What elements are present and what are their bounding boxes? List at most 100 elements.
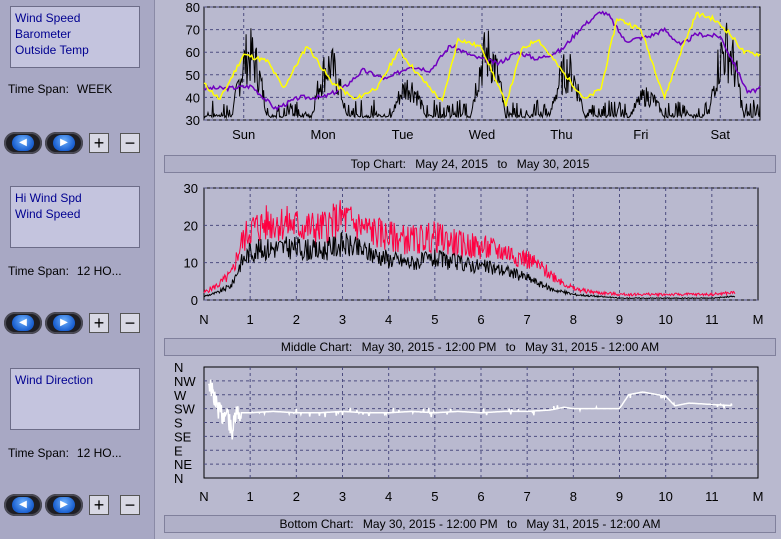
caption-from: May 30, 2015 - 12:00 PM: [362, 517, 498, 531]
x-tick-label: Sat: [711, 127, 731, 142]
zoom-in-button[interactable]: +: [89, 495, 109, 515]
y-tick-label: 0: [191, 293, 198, 308]
y-tick-label: SE: [174, 429, 192, 444]
caption-name: Top Chart:: [350, 157, 406, 171]
x-tick-label: 2: [293, 489, 300, 504]
zoom-out-button[interactable]: −: [120, 495, 140, 515]
middle-chart-caption: Middle Chart: May 30, 2015 - 12:00 PM to…: [164, 338, 776, 356]
timespan-value: 12 HO...: [76, 446, 122, 460]
x-tick-label: Mon: [310, 127, 335, 142]
x-tick-label: 3: [339, 312, 346, 327]
x-tick-label: 6: [477, 489, 484, 504]
next-button[interactable]: ▶: [45, 312, 83, 334]
sidebar: [0, 0, 155, 539]
caption-sep: to: [497, 157, 508, 171]
x-tick-label: N: [199, 312, 208, 327]
left-arrow-icon: ◀: [19, 317, 27, 328]
y-tick-label: 20: [184, 218, 198, 233]
left-arrow-icon: ◀: [19, 499, 27, 510]
caption-name: Middle Chart:: [280, 340, 353, 354]
series-list-top[interactable]: Wind Speed Barometer Outside Temp: [10, 6, 140, 68]
wind-speed-line: [203, 231, 736, 300]
timespan-top[interactable]: Time Span: WEEK: [8, 82, 150, 96]
x-tick-label: 5: [431, 489, 438, 504]
x-tick-label: 5: [431, 312, 438, 327]
right-arrow-icon: ▶: [60, 499, 68, 510]
caption-sep: to: [507, 517, 518, 531]
y-tick-label: S: [174, 416, 183, 431]
panel-middle: Hi Wind Spd Wind Speed Time Span: 12 HO..…: [0, 180, 154, 360]
x-tick-label: 7: [524, 489, 531, 504]
x-tick-label: 3: [339, 489, 346, 504]
zoom-out-button[interactable]: −: [120, 133, 140, 153]
caption-from: May 24, 2015: [415, 157, 488, 171]
timespan-value: 12 HO...: [76, 264, 122, 278]
y-tick-label: 30: [186, 113, 200, 128]
x-tick-label: N: [199, 489, 208, 504]
x-tick-label: Sun: [232, 127, 255, 142]
y-tick-label: 10: [184, 256, 198, 271]
prev-button[interactable]: ◀: [4, 494, 42, 516]
zoom-in-button[interactable]: +: [89, 313, 109, 333]
middle-chart-svg: 0 10 20 30 N 1 2 3 4 5 6 7 8 9 10 11 M: [184, 181, 764, 327]
x-tick-label: Thu: [550, 127, 572, 142]
x-tick-label: 1: [247, 312, 254, 327]
zoom-out-button[interactable]: −: [120, 313, 140, 333]
series-label: Wind Speed: [15, 11, 81, 25]
x-tick-label: 6: [477, 312, 484, 327]
panel-top: Wind Speed Barometer Outside Temp Time S…: [0, 0, 154, 180]
series-list-middle[interactable]: Hi Wind Spd Wind Speed: [10, 186, 140, 248]
wind-speed-line: [203, 22, 761, 120]
next-button[interactable]: ▶: [45, 132, 83, 154]
series-label: Wind Speed: [15, 207, 81, 221]
bottom-chart[interactable]: N NW W SW S SE E NE N N 1 2 3 4 5 6 7 8 9 10 11 M: [158, 360, 781, 512]
middle-chart[interactable]: 0 10 20 30 N 1 2 3 4 5 6 7 8 9 10 11 M: [158, 180, 781, 332]
series-label: Outside Temp: [15, 43, 89, 57]
right-arrow-icon: ▶: [60, 317, 68, 328]
y-tick-label: 60: [186, 45, 200, 60]
x-tick-label: 11: [705, 489, 719, 504]
y-tick-label: 80: [186, 0, 200, 15]
series-label: Hi Wind Spd: [15, 191, 82, 205]
top-chart-svg: 30 40 50 60 70 80 Sun Mon Tue Wed Thu Fri Sat: [186, 0, 761, 142]
caption-to: May 31, 2015 - 12:00 AM: [526, 517, 661, 531]
x-tick-label: M: [753, 312, 764, 327]
left-arrow-icon: ◀: [19, 137, 27, 148]
x-tick-label: 9: [616, 489, 623, 504]
prev-button[interactable]: ◀: [4, 132, 42, 154]
y-tick-label: 70: [186, 23, 200, 38]
caption-from: May 30, 2015 - 12:00 PM: [361, 340, 497, 354]
y-tick-label: 30: [184, 181, 198, 196]
x-tick-label: M: [753, 489, 764, 504]
x-tick-label: 7: [524, 312, 531, 327]
caption-to: May 31, 2015 - 12:00 AM: [525, 340, 660, 354]
x-tick-label: 4: [385, 489, 392, 504]
prev-button[interactable]: ◀: [4, 312, 42, 334]
y-tick-label: 50: [186, 68, 200, 83]
x-tick-label: 8: [570, 312, 577, 327]
y-tick-label: N: [174, 471, 183, 486]
series-list-bottom[interactable]: Wind Direction: [10, 368, 140, 430]
x-tick-label: 10: [658, 312, 672, 327]
x-tick-label: 1: [247, 489, 254, 504]
top-chart[interactable]: 30 40 50 60 70 80 Sun Mon Tue Wed Thu Fri Sat: [158, 0, 781, 150]
y-tick-label: 40: [186, 90, 200, 105]
x-tick-label: Fri: [633, 127, 648, 142]
wind-direction-line: [207, 379, 733, 440]
y-tick-label: W: [174, 388, 187, 403]
timespan-bottom[interactable]: Time Span: 12 HO...: [8, 446, 150, 460]
x-tick-label: 10: [658, 489, 672, 504]
barometer-line: [203, 11, 761, 107]
zoom-in-button[interactable]: +: [89, 133, 109, 153]
timespan-middle[interactable]: Time Span: 12 HO...: [8, 264, 150, 278]
caption-name: Bottom Chart:: [279, 517, 354, 531]
next-button[interactable]: ▶: [45, 494, 83, 516]
x-tick-label: 4: [385, 312, 392, 327]
x-tick-label: 11: [705, 312, 719, 327]
timespan-label: Time Span:: [8, 82, 69, 96]
y-tick-label: SW: [174, 402, 196, 417]
bottom-chart-caption: Bottom Chart: May 30, 2015 - 12:00 PM to…: [164, 515, 776, 533]
timespan-value: WEEK: [76, 82, 113, 96]
y-tick-label: NW: [174, 374, 196, 389]
caption-to: May 30, 2015: [516, 157, 590, 171]
